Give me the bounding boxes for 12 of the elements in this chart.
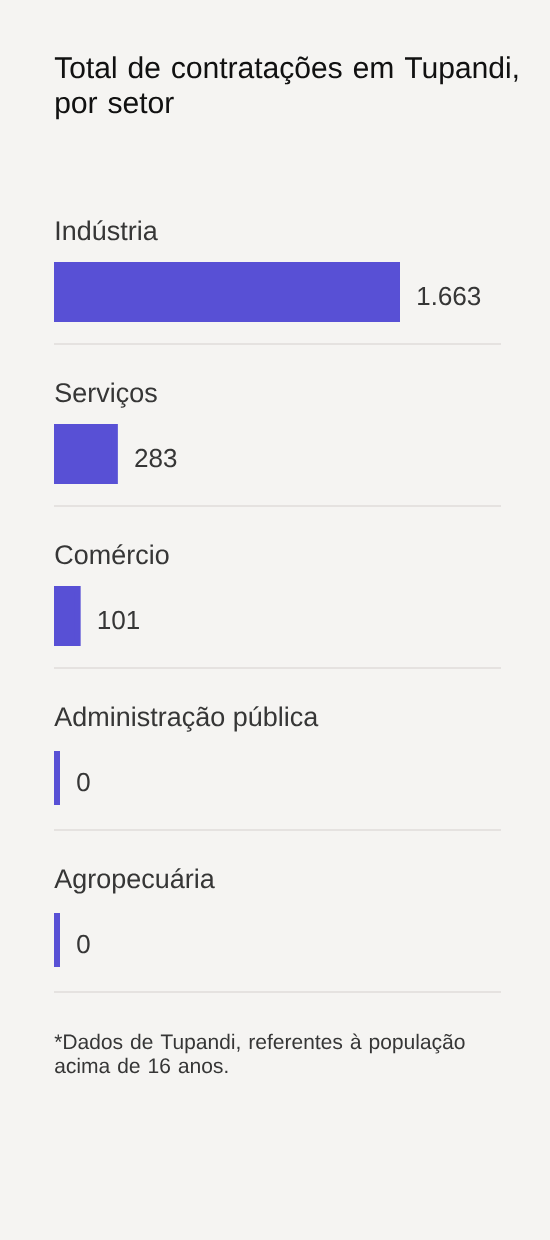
data-label: 0 [77,934,90,954]
data-label: 101 [98,610,139,630]
y-tick-label: Comércio [55,544,169,565]
data-label: 283 [135,448,177,468]
data-label: 1.663 [418,286,481,306]
y-tick-label: Agropecuária [54,868,215,894]
data-label: 0 [77,772,90,792]
y-tick-label: Administração pública [54,706,319,732]
chart-title: Total de contratações em Tupandi, por setor [54,56,518,120]
y-tick-label: Serviços [55,382,157,408]
text: *Dados de Tupandi, referentes à população acima de 16 anos. [54,1033,465,1074]
y-tick-label: Indústria [56,220,158,241]
